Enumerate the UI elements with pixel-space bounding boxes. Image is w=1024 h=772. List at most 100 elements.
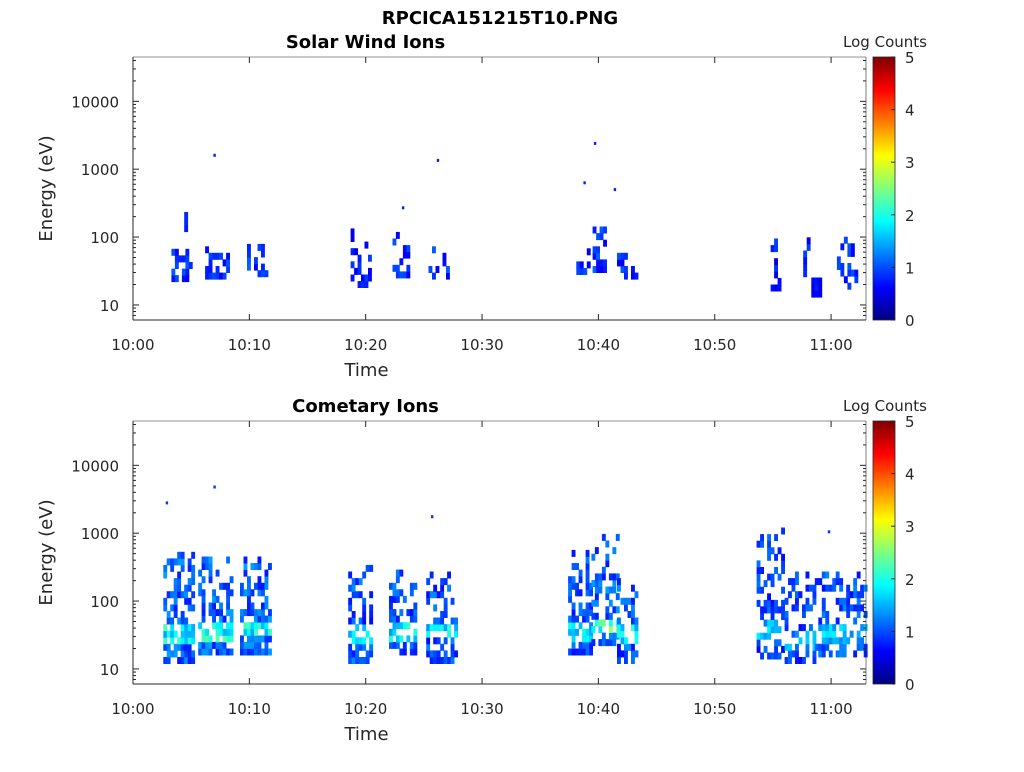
data-cell (250, 602, 255, 610)
data-cell (184, 212, 189, 219)
data-cell (821, 637, 826, 645)
data-cell (598, 573, 603, 581)
data-cell (812, 650, 817, 658)
panel-solar-wind: Solar Wind Ions 10:00 10:10 10:20 10:30 10:40… (36, 32, 927, 381)
data-cell (254, 263, 258, 271)
data-cell (849, 591, 854, 599)
data-cell (348, 617, 353, 625)
data-cell (433, 617, 438, 625)
data-cell (222, 635, 227, 643)
data-cell (243, 569, 248, 577)
data-cell (247, 250, 251, 258)
data-cell (348, 643, 353, 651)
data-cell (177, 551, 182, 559)
data-cell (627, 643, 632, 651)
data-cell (578, 589, 583, 597)
data-cell (243, 589, 248, 597)
data-cell (631, 272, 635, 280)
data-cell (821, 584, 826, 592)
data-cell (791, 584, 796, 592)
data-cell (568, 595, 572, 603)
data-cell (208, 563, 213, 570)
data-cell (201, 628, 206, 636)
data-cell (435, 266, 440, 273)
data-cell (781, 613, 785, 620)
data-cell (173, 650, 178, 658)
data-cell (592, 226, 597, 234)
data-cell (222, 259, 227, 267)
data-cell (166, 657, 171, 664)
data-cell (784, 624, 789, 632)
data-cell (348, 657, 353, 664)
data-cell (219, 622, 223, 630)
data-cell (226, 602, 230, 610)
data-cell (428, 266, 433, 273)
data-cell (812, 657, 817, 664)
data-cell (389, 615, 393, 623)
data-cell (409, 582, 414, 590)
colorbar-tick-label: 1 (905, 623, 915, 641)
data-cell (433, 584, 438, 592)
data-cell (180, 630, 185, 638)
data-point (213, 485, 216, 489)
data-cell (603, 266, 607, 273)
data-cell (578, 576, 583, 584)
data-cell (250, 622, 255, 630)
data-cell (828, 630, 833, 638)
data-cell (821, 571, 826, 579)
data-cell (229, 635, 234, 643)
data-cell (784, 617, 789, 625)
data-cell (395, 595, 400, 603)
data-cell (250, 563, 255, 570)
data-cell (170, 624, 175, 632)
data-cell (219, 628, 223, 636)
data-cell (805, 630, 810, 638)
data-cell (226, 595, 230, 603)
data-cell (774, 284, 778, 292)
data-cell (226, 582, 230, 590)
data-cell (798, 591, 803, 599)
data-cell (809, 584, 813, 592)
data-cell (392, 609, 397, 617)
data-cell (774, 626, 778, 634)
data-cell (369, 611, 374, 618)
data-cell (812, 584, 817, 592)
data-cell (191, 604, 196, 612)
data-cell (839, 604, 844, 612)
data-cell (446, 266, 450, 273)
data-cell (571, 609, 576, 617)
data-cell (184, 643, 189, 651)
data-cell (634, 630, 639, 638)
data-cell (447, 584, 451, 592)
data-cell (594, 547, 599, 555)
data-cell (229, 648, 234, 656)
data-cell (821, 650, 826, 658)
data-cell (760, 652, 764, 660)
data-cell (802, 624, 806, 632)
data-cell (825, 611, 830, 618)
data-cell (254, 609, 258, 617)
data-cell (208, 609, 213, 617)
data-cell (795, 657, 799, 664)
data-cell (760, 613, 764, 620)
data-cell (264, 270, 269, 278)
data-cell (634, 617, 639, 625)
data-cell (163, 637, 168, 645)
data-cell (774, 619, 778, 627)
data-cell (406, 271, 411, 279)
data-point (593, 141, 597, 145)
x-tick-label: 10:10 (228, 336, 271, 354)
data-cell (863, 643, 868, 651)
x-axis-label: Time (343, 724, 388, 745)
data-cell (364, 281, 369, 288)
data-cell (617, 259, 621, 267)
data-cell (429, 657, 434, 664)
data-cell (450, 597, 455, 605)
data-cell (215, 252, 220, 260)
y-tick-label: 100 (90, 593, 119, 611)
data-cell (426, 637, 431, 645)
data-cell (264, 648, 269, 656)
data-cell (832, 578, 837, 586)
data-cell (222, 648, 227, 656)
data-cell (839, 578, 844, 586)
